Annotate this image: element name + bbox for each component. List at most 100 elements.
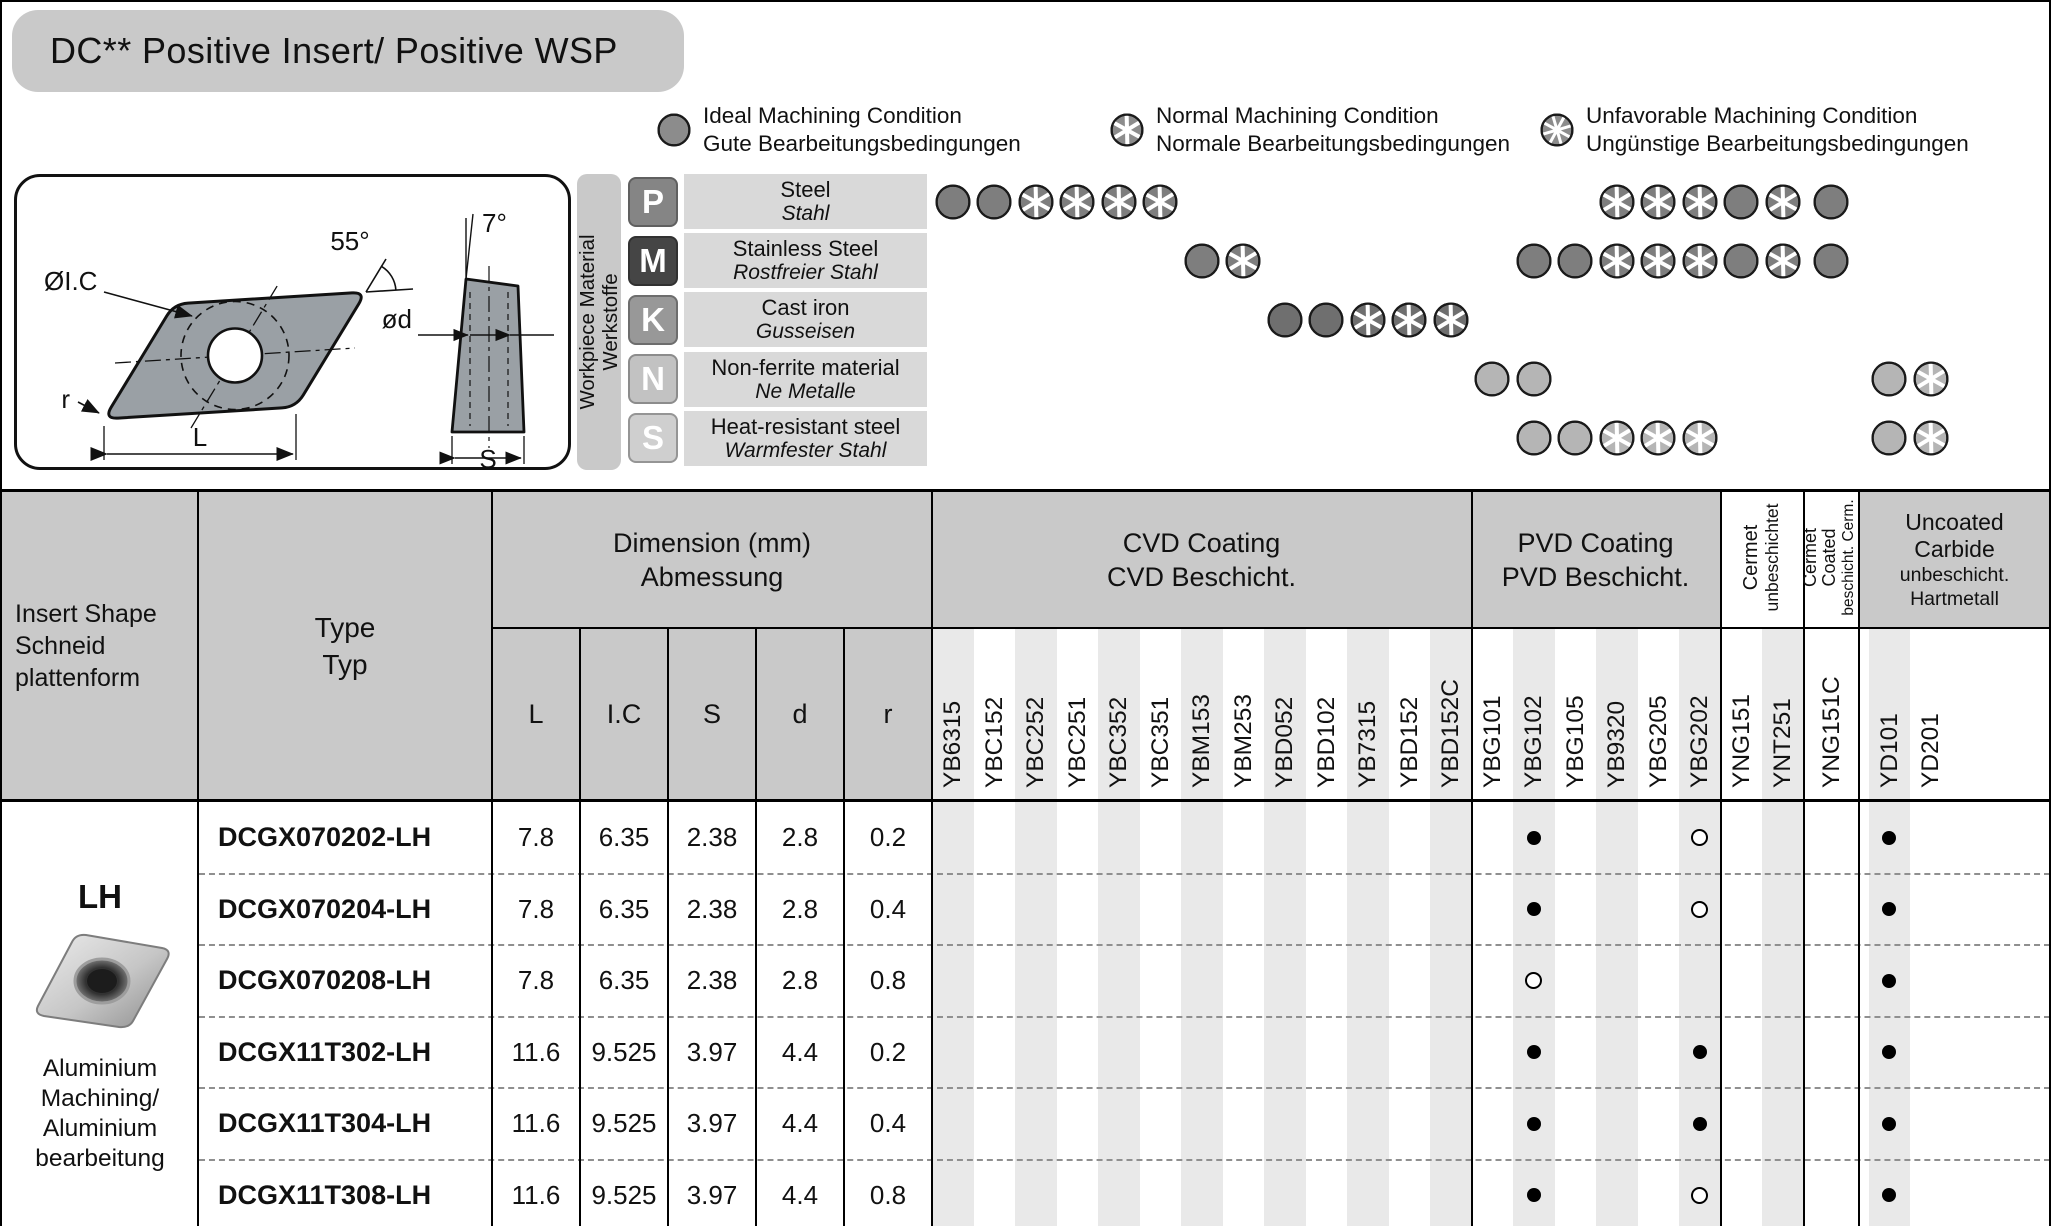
header-insert-shape-bg bbox=[2, 489, 198, 799]
dim-I.C-value: 6.35 bbox=[598, 965, 650, 996]
suitability-K-YBD052 bbox=[1267, 302, 1303, 338]
table-vertical-border bbox=[755, 629, 757, 1226]
dim-L-value: 11.6 bbox=[511, 1108, 561, 1139]
row-separator bbox=[199, 1015, 2049, 1018]
label-hole-diameter: ød bbox=[382, 304, 412, 334]
suitability-P-YBC251 bbox=[1059, 184, 1095, 220]
material-name-de: Stahl bbox=[781, 202, 830, 225]
dim-d-value: 4.4 bbox=[781, 1179, 819, 1210]
suitability-M-YB9320 bbox=[1599, 243, 1635, 279]
normal-condition-icon bbox=[1640, 243, 1676, 279]
legend-ideal-line2: Gute Bearbeitungsbedingungen bbox=[703, 130, 1021, 156]
dim-d-value: 2.8 bbox=[781, 893, 819, 924]
table-vertical-border bbox=[667, 629, 669, 1226]
dim-d-value: 2.8 bbox=[781, 965, 819, 996]
center-hole bbox=[206, 327, 264, 384]
header-type-bg bbox=[198, 489, 492, 799]
normal-condition-icon bbox=[1225, 243, 1261, 279]
suitability-P-YNG151C bbox=[1813, 184, 1849, 220]
normal-condition-icon bbox=[1682, 243, 1718, 279]
suitability-M-YNT251 bbox=[1765, 243, 1801, 279]
suitability-K-YBD152C bbox=[1433, 302, 1469, 338]
ideal-condition-icon bbox=[935, 184, 971, 219]
suitability-P-YBG202 bbox=[1682, 184, 1718, 220]
ideal-condition-icon bbox=[1516, 420, 1552, 456]
ideal-condition-icon bbox=[1871, 361, 1907, 397]
suitability-P-YB6315 bbox=[935, 184, 971, 220]
suitability-K-YB7315 bbox=[1350, 302, 1386, 338]
coating-column-YBG205: YBG205 bbox=[1644, 695, 1672, 788]
shape-code: LH bbox=[78, 878, 122, 915]
normal-condition-icon bbox=[1599, 243, 1635, 279]
ideal-condition-icon bbox=[976, 184, 1012, 219]
dim-col-header-S: S bbox=[702, 698, 721, 729]
coating-column-YD201: YD201 bbox=[1917, 713, 1945, 788]
normal-condition-icon bbox=[1913, 361, 1949, 397]
header-cvd-coating: CVD Coating CVD Beschicht. bbox=[1106, 527, 1297, 592]
table-vertical-border bbox=[1470, 489, 1473, 1226]
table-vertical-border bbox=[197, 489, 199, 1226]
ideal-condition-icon bbox=[1267, 302, 1303, 338]
ideal-condition-icon bbox=[657, 113, 691, 147]
dim-r-value: 0.8 bbox=[869, 1179, 907, 1210]
normal-condition-icon bbox=[1350, 302, 1386, 338]
ideal-condition-icon bbox=[1871, 420, 1907, 456]
header-type: Type Typ bbox=[314, 611, 376, 680]
row-separator bbox=[199, 1158, 2049, 1161]
workpiece-material-strip bbox=[577, 174, 621, 470]
coating-column-YBC152: YBC152 bbox=[980, 696, 1008, 788]
ideal-condition-icon bbox=[1516, 361, 1552, 397]
grade-mark-DCGX11T308-LH-YBG202 bbox=[1691, 1186, 1709, 1204]
column-stripe-YB6315 bbox=[932, 802, 974, 1226]
coating-column-YD101: YD101 bbox=[1875, 713, 1903, 788]
label-angle-55: 55° bbox=[330, 226, 369, 256]
suitability-P-YNT251 bbox=[1765, 184, 1801, 220]
page-title: DC** Positive Insert/ Positive WSP bbox=[12, 10, 684, 92]
suitability-M-YNG151 bbox=[1723, 243, 1759, 279]
dim-L-value: 7.8 bbox=[517, 965, 555, 996]
type-cell-DCGX11T302-LH: DCGX11T302-LH bbox=[218, 1036, 432, 1067]
header-body-divider bbox=[2, 799, 2049, 802]
dim-L-value: 7.8 bbox=[517, 822, 555, 853]
suitability-S-YBG205 bbox=[1640, 420, 1676, 456]
table-vertical-border bbox=[931, 489, 933, 1226]
ideal-condition-icon bbox=[1813, 184, 1849, 219]
grade-mark-DCGX070204-LH-YD101 bbox=[1882, 902, 1897, 917]
legend-item-ideal: Ideal Machining Condition Gute Bearbeitu… bbox=[657, 102, 1021, 157]
grade-mark-DCGX070204-LH-YBG102 bbox=[1526, 902, 1541, 917]
ideal-condition-icon bbox=[1474, 361, 1510, 397]
legend-ideal-line1: Ideal Machining Condition bbox=[703, 103, 962, 128]
column-stripe-YBD152C bbox=[1430, 802, 1472, 1226]
row-separator bbox=[199, 1087, 2049, 1089]
suitability-K-YBD152 bbox=[1391, 302, 1427, 338]
coating-column-YBD102: YBD102 bbox=[1312, 696, 1340, 788]
page-title-text: DC** Positive Insert/ Positive WSP bbox=[50, 30, 618, 71]
suitability-P-YBC152 bbox=[976, 184, 1012, 220]
suitability-P-YBC252 bbox=[1018, 184, 1054, 220]
type-cell-DCGX11T308-LH: DCGX11T308-LH bbox=[218, 1179, 432, 1210]
material-class-P: P bbox=[628, 176, 678, 227]
technical-drawing: 55° 7° ØI.C ød r L S bbox=[44, 208, 554, 470]
type-cell-DCGX11T304-LH: DCGX11T304-LH bbox=[218, 1108, 432, 1139]
normal-condition-icon bbox=[1101, 184, 1137, 219]
row-separator bbox=[199, 872, 2049, 875]
suitability-P-YB9320 bbox=[1599, 184, 1635, 220]
table-vertical-border bbox=[491, 489, 493, 1226]
suitability-M-YBG102 bbox=[1516, 243, 1552, 279]
header-cermet-coated: Cermet Coated beschicht. Cerm. bbox=[1800, 499, 1857, 616]
insert-side-view bbox=[450, 277, 526, 434]
material-name-M: Stainless Steel Rostfreier Stahl bbox=[684, 233, 927, 289]
material-name-P: Steel Stahl bbox=[684, 174, 927, 229]
suitability-M-YNG151C bbox=[1813, 243, 1849, 279]
suitability-P-YBC351 bbox=[1142, 184, 1178, 220]
suitability-K-YBD102 bbox=[1308, 302, 1344, 338]
coating-column-YBG105: YBG105 bbox=[1561, 695, 1589, 788]
dim-S-value: 3.97 bbox=[686, 1036, 738, 1067]
header-cermet-uncoated: Cermet unbeschichtet bbox=[1740, 503, 1782, 612]
table-vertical-border bbox=[843, 629, 845, 1226]
dim-I.C-value: 9.525 bbox=[591, 1179, 657, 1210]
normal-condition-icon bbox=[1640, 420, 1676, 456]
suitability-M-YBM153 bbox=[1184, 243, 1220, 279]
coating-column-YBD152: YBD152 bbox=[1395, 696, 1423, 788]
legend-item-unfavorable: Unfavorable Machining Condition Ungünsti… bbox=[1540, 102, 1969, 157]
